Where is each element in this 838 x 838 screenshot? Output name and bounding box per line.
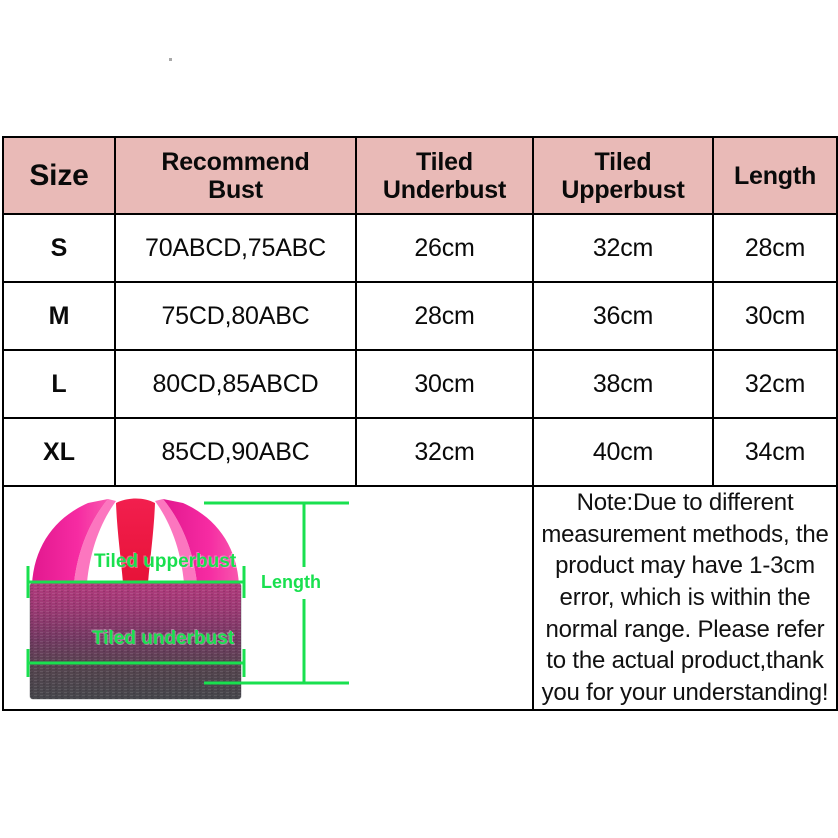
column-header-recommend-bust: Recommend Bust xyxy=(114,136,357,215)
cell-length: 30cm xyxy=(712,281,838,351)
cell-length: 28cm xyxy=(712,213,838,283)
header-line: Size xyxy=(29,158,89,192)
cell-length: 32cm xyxy=(712,349,838,419)
cell-size: L xyxy=(2,349,116,419)
cell-underbust: 28cm xyxy=(355,281,534,351)
table-row: XL 85CD,90ABC 32cm 40cm 34cm xyxy=(2,417,838,487)
header-line: Tiled xyxy=(416,147,473,176)
cell-upperbust: 32cm xyxy=(532,213,714,283)
column-header-tiled-upperbust: Tiled Upperbust xyxy=(532,136,714,215)
cell-bust: 70ABCD,75ABC xyxy=(114,213,357,283)
column-header-size: Size xyxy=(2,136,116,215)
table-row: L 80CD,85ABCD 30cm 38cm 32cm xyxy=(2,349,838,419)
column-header-tiled-underbust: Tiled Underbust xyxy=(355,136,534,215)
measurement-note-cell: Note:Due to different measurement method… xyxy=(532,485,838,711)
cell-upperbust: 38cm xyxy=(532,349,714,419)
image-artifact-speck xyxy=(169,58,172,61)
cell-underbust: 26cm xyxy=(355,213,534,283)
header-line: Bust xyxy=(208,175,263,204)
size-chart-table: Size Recommend Bust Tiled Underbust Tile… xyxy=(2,136,838,711)
cell-underbust: 30cm xyxy=(355,349,534,419)
header-line: Underbust xyxy=(382,175,507,204)
measurement-note-text: Note:Due to different measurement method… xyxy=(541,489,829,707)
cell-underbust: 32cm xyxy=(355,417,534,487)
table-header-row: Size Recommend Bust Tiled Underbust Tile… xyxy=(2,136,838,215)
header-line: Length xyxy=(733,161,817,190)
cell-bust: 85CD,90ABC xyxy=(114,417,357,487)
diagram-and-note-row: Tiled upperbust Tiled underbust Length N… xyxy=(2,485,838,711)
header-line: Upperbust xyxy=(561,175,685,204)
cell-bust: 80CD,85ABCD xyxy=(114,349,357,419)
cell-upperbust: 40cm xyxy=(532,417,714,487)
cell-size: S xyxy=(2,213,116,283)
column-header-length: Length xyxy=(712,136,838,215)
cell-bust: 75CD,80ABC xyxy=(114,281,357,351)
cell-upperbust: 36cm xyxy=(532,281,714,351)
cell-size: XL xyxy=(2,417,116,487)
table-row: S 70ABCD,75ABC 26cm 32cm 28cm xyxy=(2,213,838,283)
sports-bra-illustration xyxy=(26,498,349,700)
table-row: M 75CD,80ABC 28cm 36cm 30cm xyxy=(2,281,838,351)
header-line: Tiled xyxy=(594,147,652,176)
product-measurement-diagram: Tiled upperbust Tiled underbust Length xyxy=(2,485,534,711)
cell-size: M xyxy=(2,281,116,351)
header-line: Recommend xyxy=(161,147,310,176)
cell-length: 34cm xyxy=(712,417,838,487)
